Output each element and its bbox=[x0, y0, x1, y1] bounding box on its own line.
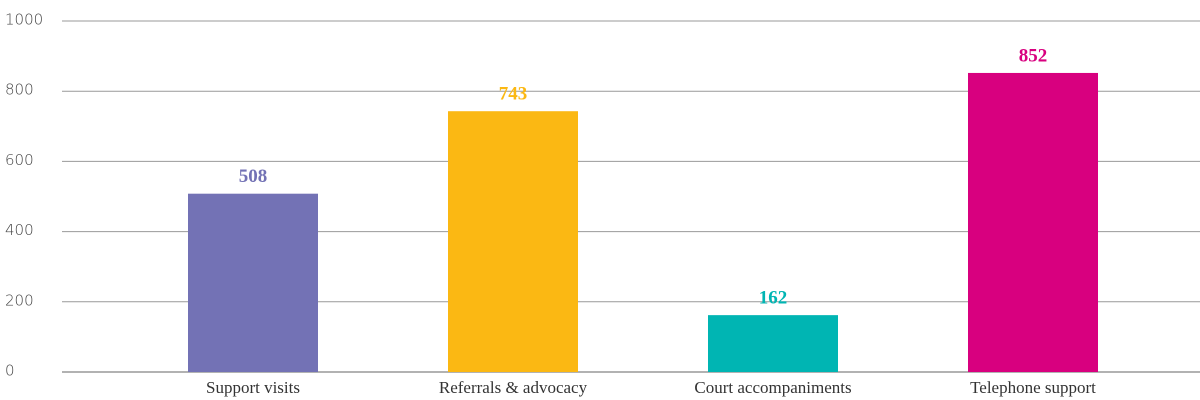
x-tick-label: Court accompaniments bbox=[694, 378, 851, 397]
x-tick-label: Support visits bbox=[206, 378, 300, 397]
data-label: 508 bbox=[239, 166, 268, 187]
x-tick-label: Telephone support bbox=[970, 378, 1096, 397]
data-label: 852 bbox=[1019, 45, 1048, 66]
bar bbox=[448, 111, 578, 372]
y-tick-label: 600 bbox=[5, 151, 34, 169]
y-tick-label: 200 bbox=[5, 291, 34, 309]
y-tick-label: 0 bbox=[5, 362, 15, 380]
bar bbox=[188, 193, 318, 372]
bar bbox=[708, 315, 838, 372]
x-tick-label: Referrals & advocacy bbox=[439, 378, 588, 397]
data-label: 162 bbox=[759, 287, 788, 308]
y-tick-label: 800 bbox=[5, 81, 34, 99]
y-tick-label: 400 bbox=[5, 221, 34, 239]
bar bbox=[968, 72, 1098, 372]
y-tick-label: 1000 bbox=[5, 11, 43, 29]
data-label: 743 bbox=[499, 84, 528, 105]
